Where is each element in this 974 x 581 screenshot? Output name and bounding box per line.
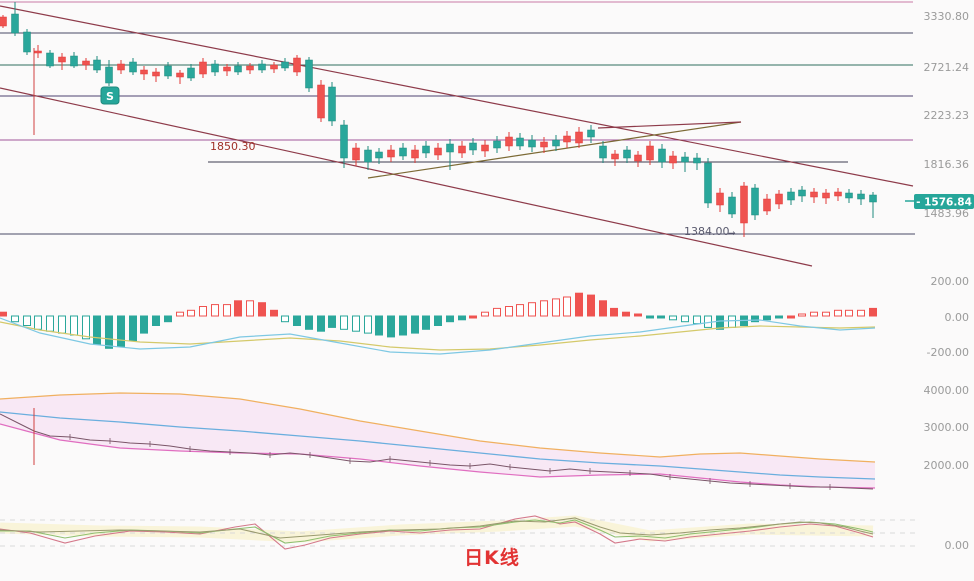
level-1850-label: 1850.30 bbox=[210, 140, 256, 153]
axis-label: 2721.24 bbox=[924, 61, 970, 74]
osc-red bbox=[0, 515, 874, 550]
band-upper-line bbox=[0, 392, 876, 463]
low-arrow-icon: → bbox=[728, 229, 736, 239]
band-axis-labels: 4000.00 3000.00 2000.00 bbox=[924, 384, 970, 472]
dea-line bbox=[0, 321, 876, 351]
s-badge bbox=[100, 86, 120, 105]
axis-label: 0.00 bbox=[945, 311, 970, 324]
band-lower-line bbox=[0, 423, 876, 489]
axis-label: -200.00 bbox=[927, 346, 969, 359]
oscillator-axis-labels: 0.00 bbox=[945, 539, 970, 552]
axis-label: 200.00 bbox=[931, 275, 970, 288]
price-annotations: 1850.30 1384.00→ bbox=[210, 140, 736, 239]
dif-line bbox=[0, 317, 876, 355]
candlestick-series bbox=[0, 2, 877, 237]
band-panel bbox=[0, 392, 876, 490]
period-label[interactable]: 日K线 bbox=[464, 547, 520, 569]
axis-label: 3330.80 bbox=[924, 10, 970, 23]
axis-label: 2000.00 bbox=[924, 459, 970, 472]
current-price-tag: - 1576.84 bbox=[905, 194, 974, 209]
s-marker: S bbox=[100, 86, 120, 105]
low-1384-label: 1384.00 bbox=[684, 225, 730, 238]
axis-label: 4000.00 bbox=[924, 384, 970, 397]
oscillator-panel bbox=[0, 515, 915, 550]
axis-label: 2223.23 bbox=[924, 109, 970, 122]
macd-lines bbox=[0, 317, 876, 355]
macd-axis-labels: 200.00 0.00 -200.00 bbox=[927, 275, 969, 359]
osc-olive bbox=[0, 517, 874, 539]
trendlines bbox=[0, 5, 914, 267]
band-mid-line bbox=[0, 411, 876, 480]
main-axis-labels: 3330.80 2721.24 2223.23 1816.36 1483.96 bbox=[924, 10, 970, 220]
svg-text:S: S bbox=[106, 90, 114, 103]
svg-text:- 1576.84: - 1576.84 bbox=[916, 197, 972, 209]
axis-label: 3000.00 bbox=[924, 421, 970, 434]
axis-label: 1816.36 bbox=[924, 158, 970, 171]
main-gridlines bbox=[0, 1, 915, 235]
axis-label: 0.00 bbox=[945, 539, 970, 552]
price-tag bbox=[914, 194, 974, 209]
axis-label: 1483.96 bbox=[924, 207, 970, 220]
macd-histogram bbox=[0, 292, 877, 349]
